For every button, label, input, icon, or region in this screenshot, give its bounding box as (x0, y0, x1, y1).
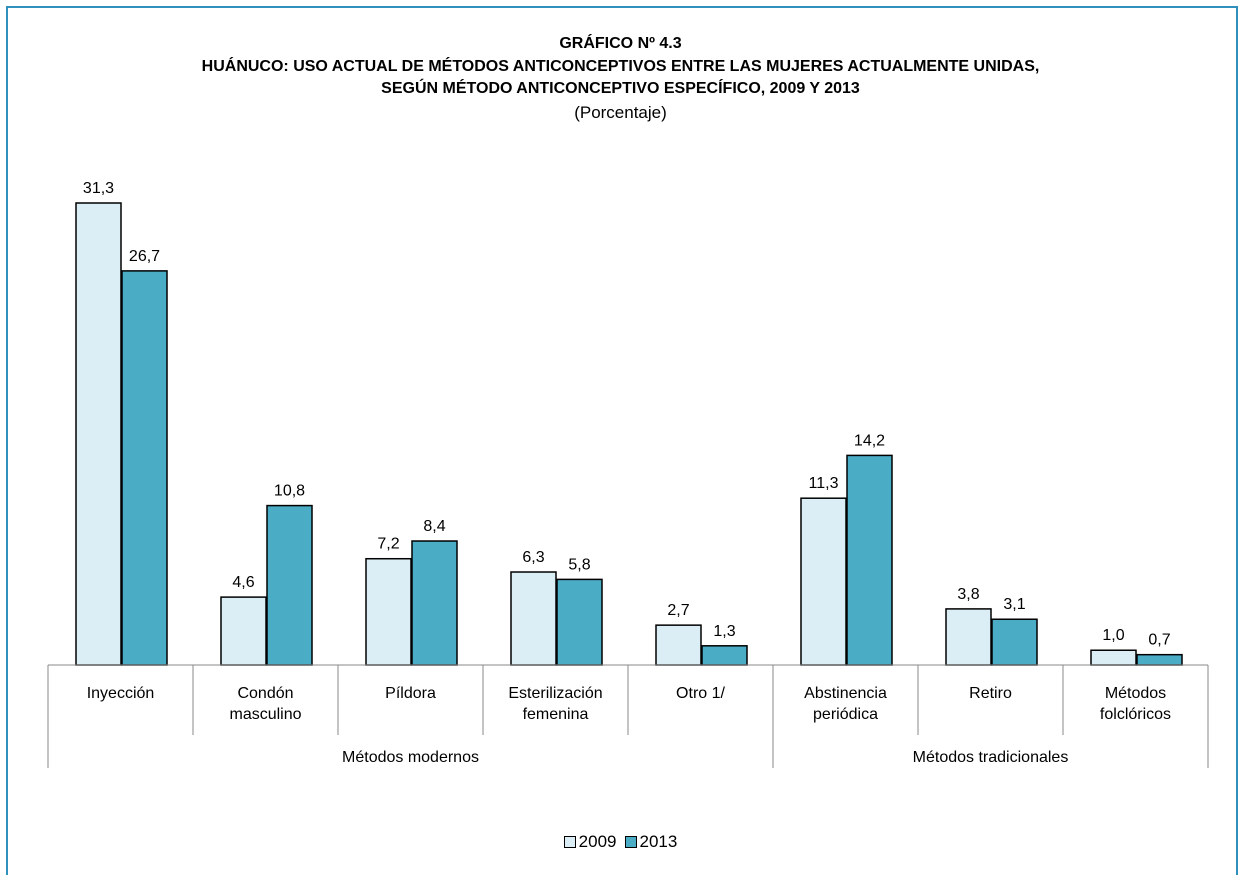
data-label-2013-7: 0,7 (1148, 632, 1170, 649)
category-label-5: periódica (813, 706, 878, 723)
data-label-2009-0: 31,3 (83, 180, 114, 197)
data-label-2009-5: 11,3 (809, 475, 839, 492)
bar-2013-4 (701, 645, 748, 666)
data-label-2013-6: 3,1 (1003, 596, 1025, 613)
chart-title: GRÁFICO Nº 4.3 (559, 35, 682, 52)
category-label-2: Píldora (385, 685, 436, 702)
bar-2009-1 (220, 596, 267, 666)
bar-2013-1 (266, 504, 313, 666)
legend-swatch-2013 (624, 836, 637, 848)
data-label-2013-5: 14,2 (854, 432, 885, 449)
chart-frame (6, 6, 1238, 875)
legend-swatch-2009 (563, 836, 576, 848)
category-label-7: Métodos (1105, 685, 1166, 702)
chart-unit-label: (Porcentaje) (574, 103, 667, 122)
bar-2013-2 (411, 540, 458, 666)
data-label-2013-3: 5,8 (568, 556, 590, 573)
bar-2013-3 (556, 578, 603, 666)
data-label-2009-6: 3,8 (957, 586, 979, 603)
data-label-2013-0: 26,7 (129, 248, 160, 265)
group-label-1: Métodos tradicionales (913, 749, 1069, 766)
bar-2013-7 (1136, 653, 1183, 666)
data-label-2009-7: 1,0 (1102, 627, 1124, 644)
legend-label-2013: 2013 (639, 832, 678, 851)
bar-2009-5 (800, 497, 847, 666)
bar-2013-6 (991, 618, 1038, 666)
category-label-7: folclóricos (1100, 706, 1171, 723)
data-label-2009-3: 6,3 (522, 549, 544, 566)
data-label-2009-4: 2,7 (667, 602, 689, 619)
category-label-6: Retiro (969, 685, 1012, 702)
data-label-2013-4: 1,3 (713, 623, 735, 640)
category-label-1: masculino (229, 706, 301, 723)
bar-2009-7 (1090, 649, 1137, 666)
bar-2013-5 (846, 454, 893, 666)
category-label-1: Condón (237, 685, 293, 702)
data-label-2009-2: 7,2 (377, 536, 399, 553)
legend-label-2009: 2009 (578, 832, 617, 851)
category-label-3: femenina (523, 706, 589, 723)
category-label-4: Otro 1/ (676, 685, 725, 702)
category-label-0: Inyección (87, 685, 155, 702)
bar-2009-0 (75, 202, 122, 666)
group-label-0: Métodos modernos (342, 749, 479, 766)
category-label-3: Esterilización (508, 685, 602, 702)
category-label-5: Abstinencia (804, 685, 887, 702)
legend-item-2009: 2009 (563, 832, 617, 852)
bar-2009-2 (365, 557, 412, 666)
chart-subtitle-line1: HUÁNUCO: USO ACTUAL DE MÉTODOS ANTICONCE… (201, 58, 1040, 75)
bar-2009-3 (510, 571, 557, 666)
legend: 2009 2013 (0, 832, 1241, 852)
bar-2013-0 (121, 270, 168, 666)
data-label-2009-1: 4,6 (232, 574, 254, 591)
data-label-2013-2: 8,4 (423, 518, 445, 535)
bar-2009-6 (945, 608, 992, 666)
bar-2009-4 (655, 624, 702, 666)
chart-subtitle-line2: SEGÚN MÉTODO ANTICONCEPTIVO ESPECÍFICO, … (381, 80, 860, 97)
legend-item-2013: 2013 (624, 832, 678, 852)
data-label-2013-1: 10,8 (274, 483, 305, 500)
